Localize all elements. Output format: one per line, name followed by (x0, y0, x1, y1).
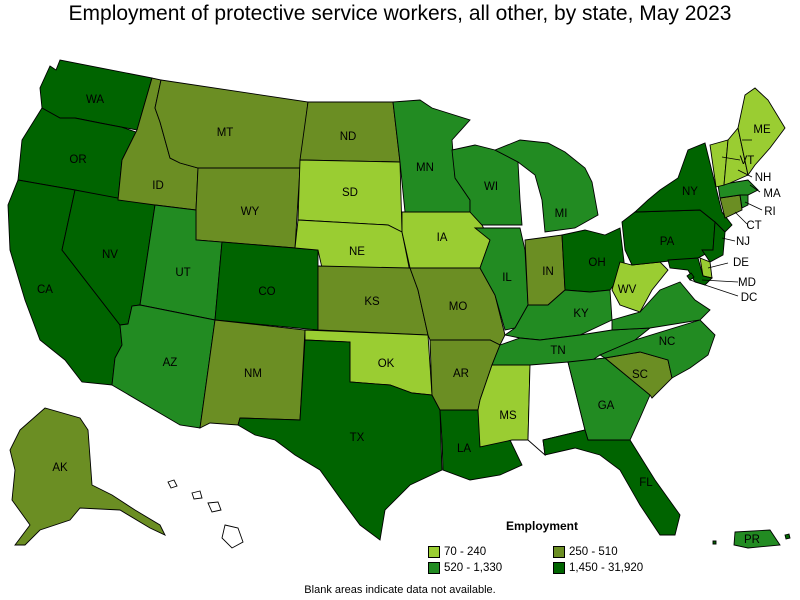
vi-islands (784, 533, 791, 540)
label-ma: MA (763, 188, 781, 200)
label-ia: IA (437, 232, 448, 244)
label-wa: WA (86, 94, 104, 106)
state-il[interactable] (473, 227, 529, 331)
label-ms: MS (499, 410, 517, 422)
legend-swatch-2 (553, 546, 565, 558)
state-ma[interactable] (717, 179, 759, 199)
label-vt: VT (740, 155, 755, 167)
label-ks: KS (364, 296, 380, 308)
legend-item-3: 520 - 1,330 (428, 562, 502, 574)
label-in: IN (542, 266, 554, 278)
label-ok: OK (378, 358, 395, 370)
state-mt[interactable] (154, 79, 309, 169)
label-oh: OH (588, 257, 605, 269)
legend-label-4: 1,450 - 31,920 (569, 562, 644, 574)
label-sc: SC (632, 369, 648, 381)
label-az: AZ (163, 357, 178, 369)
legend-swatch-3 (428, 562, 440, 574)
label-ar: AR (453, 368, 469, 380)
state-ak[interactable] (9, 407, 166, 546)
label-ne: NE (349, 246, 365, 258)
state-fl[interactable] (542, 429, 681, 536)
footnote: Blank areas indicate data not available. (304, 584, 496, 596)
label-nm: NM (244, 368, 262, 380)
state-va[interactable] (611, 281, 711, 331)
label-pr: PR (744, 534, 760, 546)
state-ny[interactable] (633, 142, 733, 233)
legend-label-3: 520 - 1,330 (444, 562, 503, 574)
label-sd: SD (342, 187, 358, 199)
label-co: CO (258, 286, 275, 298)
label-de: DE (733, 257, 749, 269)
label-mt: MT (217, 127, 234, 139)
label-ny: NY (682, 186, 698, 198)
label-or: OR (69, 154, 86, 166)
label-nc: NC (659, 336, 676, 348)
legend-item-4: 1,450 - 31,920 (553, 562, 643, 574)
label-wi: WI (484, 181, 498, 193)
state-wi[interactable] (451, 144, 523, 226)
state-dc[interactable] (686, 272, 695, 281)
label-dc: DC (741, 292, 758, 304)
state-pr[interactable] (733, 529, 781, 549)
label-pa: PA (660, 236, 675, 248)
legend-title: Employment (506, 519, 579, 533)
label-mi: MI (555, 208, 568, 220)
legend-swatch-1 (428, 546, 440, 558)
label-wv: WV (618, 284, 637, 296)
label-me: ME (753, 124, 771, 136)
map-title: Employment of protective service workers… (68, 2, 732, 25)
label-ut: UT (175, 267, 190, 279)
label-fl: FL (639, 477, 653, 489)
label-tn: TN (550, 345, 565, 357)
label-ak: AK (52, 462, 68, 474)
state-me[interactable] (737, 87, 786, 177)
label-mo: MO (449, 301, 468, 313)
label-ky: KY (573, 308, 589, 320)
label-mn: MN (416, 162, 434, 174)
legend-item-1: 70 - 240 (428, 546, 486, 558)
legend-label-1: 70 - 240 (444, 546, 487, 558)
state-nh[interactable] (723, 127, 749, 186)
label-ca: CA (37, 284, 53, 296)
label-nh: NH (755, 172, 772, 184)
label-ga: GA (598, 400, 615, 412)
state-mi[interactable] (493, 139, 599, 233)
label-ri: RI (764, 206, 776, 218)
label-tx: TX (350, 432, 365, 444)
label-ct: CT (746, 220, 761, 232)
label-il: IL (502, 272, 512, 284)
label-nd: ND (340, 131, 357, 143)
state-hi[interactable] (167, 479, 244, 549)
label-nv: NV (102, 249, 118, 261)
legend-item-2: 250 - 510 (553, 546, 618, 558)
label-nj: NJ (736, 236, 750, 248)
label-wy: WY (241, 206, 260, 218)
state-nc[interactable] (599, 319, 716, 379)
label-id: ID (152, 180, 164, 192)
vi-islands-2 (712, 540, 717, 545)
legend-label-2: 250 - 510 (569, 546, 618, 558)
label-md: MD (738, 277, 756, 289)
label-la: LA (457, 443, 471, 455)
state-tx[interactable] (237, 339, 443, 541)
legend-swatch-4 (553, 562, 565, 574)
